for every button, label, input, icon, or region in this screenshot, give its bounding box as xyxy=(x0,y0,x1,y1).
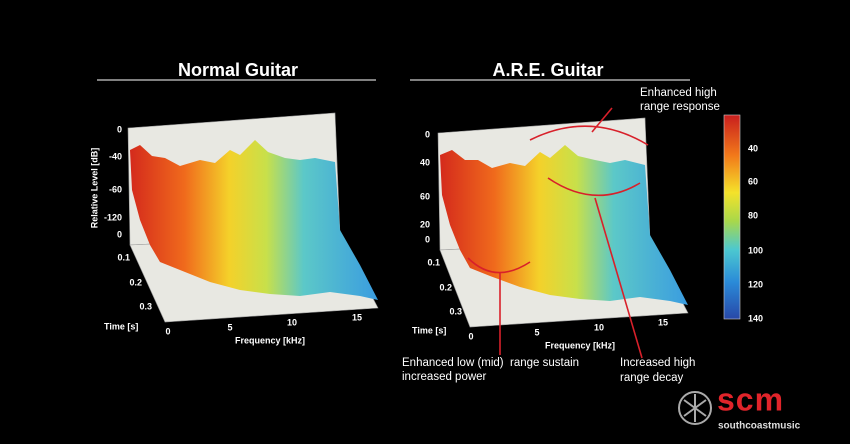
annotation: range response xyxy=(640,101,720,113)
logo-mark: scm xyxy=(717,381,784,417)
level-tick: -120 xyxy=(104,212,122,222)
annotation-leader xyxy=(594,197,643,359)
time-label: Time [s] xyxy=(104,321,138,331)
annotation: range sustain xyxy=(510,357,579,369)
time-tick: 0.3 xyxy=(449,306,462,316)
time-tick: 0.3 xyxy=(139,301,152,311)
panel-title: Normal Guitar xyxy=(178,60,298,80)
level-tick: 60 xyxy=(420,191,430,201)
annotation: Increased high xyxy=(620,357,695,369)
frequency-tick: 10 xyxy=(287,317,297,327)
colorbar-tick: 120 xyxy=(748,279,763,289)
annotation: increased power xyxy=(402,371,487,383)
frequency-tick: 10 xyxy=(594,322,604,332)
frequency-label: Frequency [kHz] xyxy=(235,335,305,345)
level-tick: 0 xyxy=(117,124,122,134)
logo-text: southcoastmusic xyxy=(718,421,801,432)
frequency-tick: 15 xyxy=(352,312,362,322)
colorbar: 40 60 80 100 120 140 xyxy=(723,114,763,323)
surface xyxy=(440,145,688,305)
level-tick: -40 xyxy=(109,151,122,161)
panel-normal: Normal Guitar Relative Level [dB] 0 -40 … xyxy=(89,60,379,345)
colorbar-tick: 80 xyxy=(748,210,758,220)
panel-are: A.R.E. Guitar 0 40 60 20 0 0.1 0.2 0.3 T… xyxy=(402,60,720,384)
annotation-arc xyxy=(547,177,641,197)
time-tick: 0 xyxy=(117,229,122,239)
annotation: Enhanced low (mid) xyxy=(402,357,504,369)
level-tick: 20 xyxy=(420,219,430,229)
level-tick: 40 xyxy=(420,157,430,167)
logo-emblem-mark xyxy=(683,394,707,422)
colorbar-tick: 60 xyxy=(748,176,758,186)
y-axis-label: Relative Level [dB] xyxy=(89,148,99,229)
colorbar-scale xyxy=(723,114,741,320)
annotation: range decay xyxy=(620,372,684,384)
colorbar-tick: 140 xyxy=(748,313,763,323)
frequency-label: Frequency [kHz] xyxy=(545,340,615,350)
panel-title: A.R.E. Guitar xyxy=(492,60,603,80)
time-label: Time [s] xyxy=(412,325,446,335)
frequency-tick: 5 xyxy=(534,327,539,337)
frequency-tick: 5 xyxy=(227,322,232,332)
frequency-tick: 0 xyxy=(165,326,170,336)
annotation-arc xyxy=(529,125,649,146)
logo-emblem xyxy=(678,391,712,425)
colorbar-tick: 100 xyxy=(748,245,763,255)
frequency-tick: 0 xyxy=(468,331,473,341)
time-tick: 0.1 xyxy=(427,257,440,267)
surface xyxy=(130,140,378,300)
logo: scm southcoastmusic xyxy=(678,381,801,432)
time-tick: 0 xyxy=(425,234,430,244)
annotation-arc xyxy=(467,257,531,274)
annotation: Enhanced high xyxy=(640,87,717,99)
colorbar-tick: 40 xyxy=(748,143,758,153)
time-tick: 0.2 xyxy=(439,282,452,292)
level-tick: -60 xyxy=(109,184,122,194)
frequency-tick: 15 xyxy=(658,317,668,327)
annotation-leader xyxy=(591,107,613,133)
time-tick: 0.1 xyxy=(117,252,130,262)
level-tick: 0 xyxy=(425,129,430,139)
time-tick: 0.2 xyxy=(129,277,142,287)
